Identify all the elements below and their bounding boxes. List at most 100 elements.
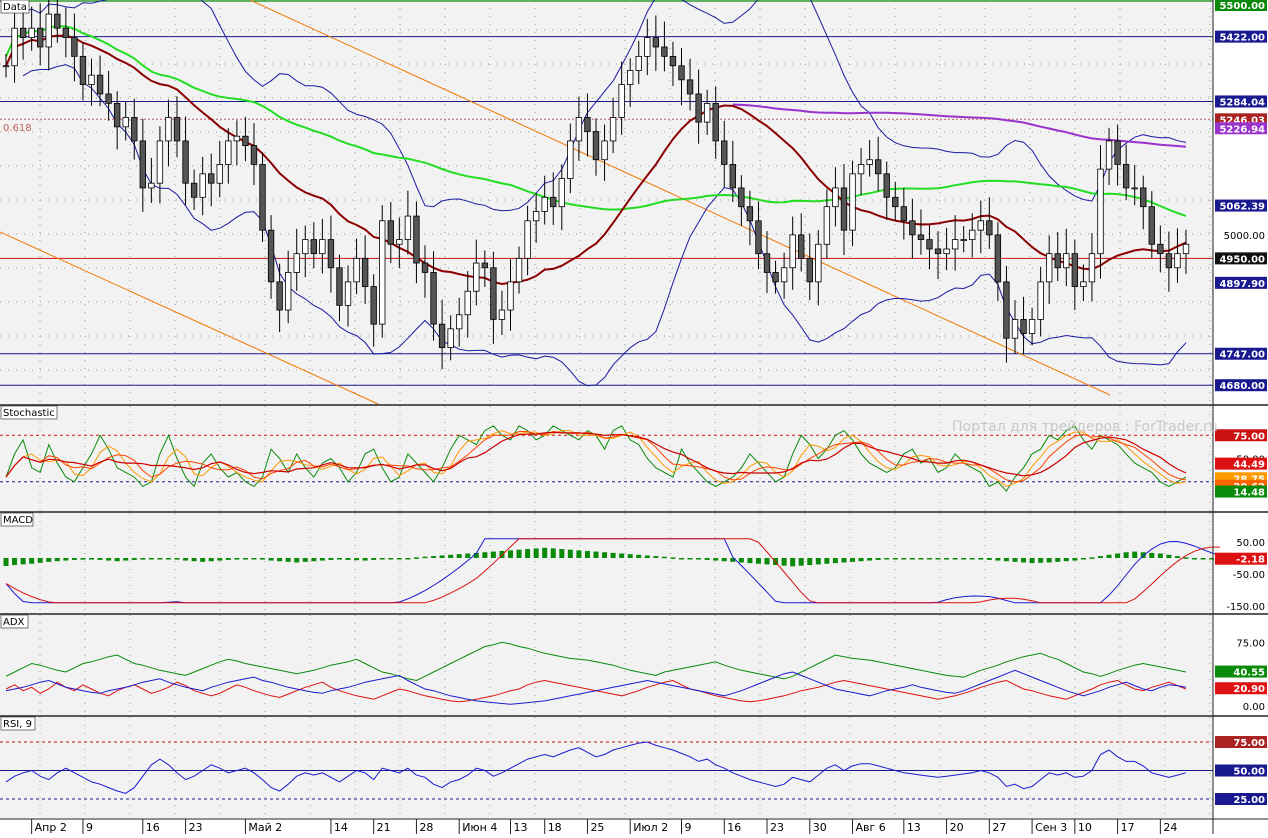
candle <box>977 220 984 231</box>
date-label: 13 <box>513 821 527 834</box>
candle <box>609 117 617 142</box>
candle <box>900 206 908 222</box>
candle <box>892 196 899 208</box>
candle <box>994 234 1002 283</box>
macd-histogram-bar <box>439 555 445 558</box>
macd-histogram-bar <box>174 558 180 560</box>
candle <box>772 272 779 283</box>
macd-panel-label: MACD <box>3 515 33 526</box>
macd-histogram-bar <box>1106 554 1112 558</box>
macd-histogram-bar <box>277 558 283 562</box>
candle <box>1071 253 1079 287</box>
candle <box>319 239 326 255</box>
candle <box>421 262 429 273</box>
candle <box>430 272 437 325</box>
macd-histogram-bar <box>242 558 248 560</box>
main-axis-label: 5284.04 <box>1219 97 1265 108</box>
candle <box>447 328 454 349</box>
date-label: 18 <box>548 821 562 834</box>
fibo-channel-line <box>0 231 379 405</box>
macd-histogram-bar <box>935 558 941 560</box>
candle <box>712 102 719 142</box>
rsi-axis-label: 25.00 <box>1233 795 1265 806</box>
macd-histogram-bar <box>200 558 206 562</box>
candle <box>481 262 489 269</box>
main-axis-label-bg <box>1215 379 1267 392</box>
adx-axis-label-bg <box>1215 665 1267 678</box>
macd-histogram-bar <box>807 558 813 566</box>
adx-axis-label: 20.90 <box>1233 684 1265 695</box>
macd-histogram-bar <box>1209 558 1215 560</box>
candle <box>310 239 318 255</box>
macd-histogram-bar <box>542 547 548 558</box>
macd-histogram-bar <box>1089 557 1095 559</box>
macd-histogram-bar <box>952 558 958 560</box>
macd-histogram-bar <box>362 558 368 561</box>
candle <box>379 220 386 325</box>
rsi-panel <box>0 717 1213 818</box>
candle <box>601 140 608 161</box>
candle <box>438 323 446 349</box>
candle <box>644 37 651 57</box>
macd-histogram-bar <box>969 558 975 560</box>
date-label: 30 <box>813 821 827 834</box>
candle <box>293 253 300 273</box>
candle <box>105 93 112 104</box>
macd-histogram-bar <box>183 558 189 561</box>
candle <box>532 210 540 222</box>
macd-histogram-bar <box>995 558 1001 561</box>
macd-histogram-bar <box>465 553 471 558</box>
macd-axis-label: 50.00 <box>1236 538 1265 549</box>
macd-histogram-bar <box>71 558 77 560</box>
macd-histogram-bar <box>371 558 377 560</box>
candle <box>969 229 976 240</box>
sma-green-line <box>5 25 1187 217</box>
candle <box>284 272 292 311</box>
candle <box>208 173 215 184</box>
macd-histogram-bar <box>1038 558 1044 563</box>
candle <box>780 267 788 283</box>
date-label: 10 <box>1078 821 1092 834</box>
candle <box>396 239 403 245</box>
macd-axis-label: -50.00 <box>1233 570 1265 581</box>
date-label: Сен 3 <box>1035 821 1067 834</box>
macd-histogram-bar <box>157 558 163 560</box>
main-axis-label: 5246.03 <box>1219 115 1265 126</box>
candle <box>370 286 377 325</box>
macd-histogram-bar <box>260 558 266 560</box>
candle <box>490 267 497 320</box>
candle <box>131 117 138 142</box>
macd-histogram-bar <box>533 548 539 558</box>
candle <box>2 65 10 68</box>
candle <box>498 309 506 320</box>
stochastic-axis-label-bg <box>1215 485 1267 498</box>
macd-histogram-bar <box>422 556 428 559</box>
macd-histogram-bar <box>1123 552 1129 558</box>
macd-histogram-bar <box>747 558 753 564</box>
main-axis-label-bg <box>1215 252 1267 265</box>
macd-histogram-bar <box>636 554 642 558</box>
macd-histogram-bar <box>738 558 744 563</box>
macd-histogram-bar <box>336 558 342 560</box>
stochastic-signal-line <box>5 431 1187 478</box>
date-label: 21 <box>377 821 391 834</box>
macd-histogram-bar <box>901 558 907 560</box>
candle <box>1063 253 1070 269</box>
date-label: 9 <box>685 821 692 834</box>
candle <box>456 314 463 330</box>
macd-histogram-bar <box>926 558 932 560</box>
candle <box>336 267 343 306</box>
candle <box>19 27 27 38</box>
macd-histogram-bar <box>268 558 274 561</box>
candle <box>54 13 61 29</box>
macd-histogram-bar <box>106 558 112 561</box>
macd-histogram-bar <box>815 558 821 565</box>
candle <box>276 281 283 311</box>
main-axis-label-bg <box>1215 122 1267 135</box>
date-label: Авг 6 <box>856 821 886 834</box>
candle <box>909 220 916 236</box>
fibo-level-label: 0.618 <box>3 123 32 134</box>
macd-histogram-bar <box>131 558 137 560</box>
date-label: 17 <box>1121 821 1135 834</box>
macd-histogram-bar <box>884 558 890 560</box>
